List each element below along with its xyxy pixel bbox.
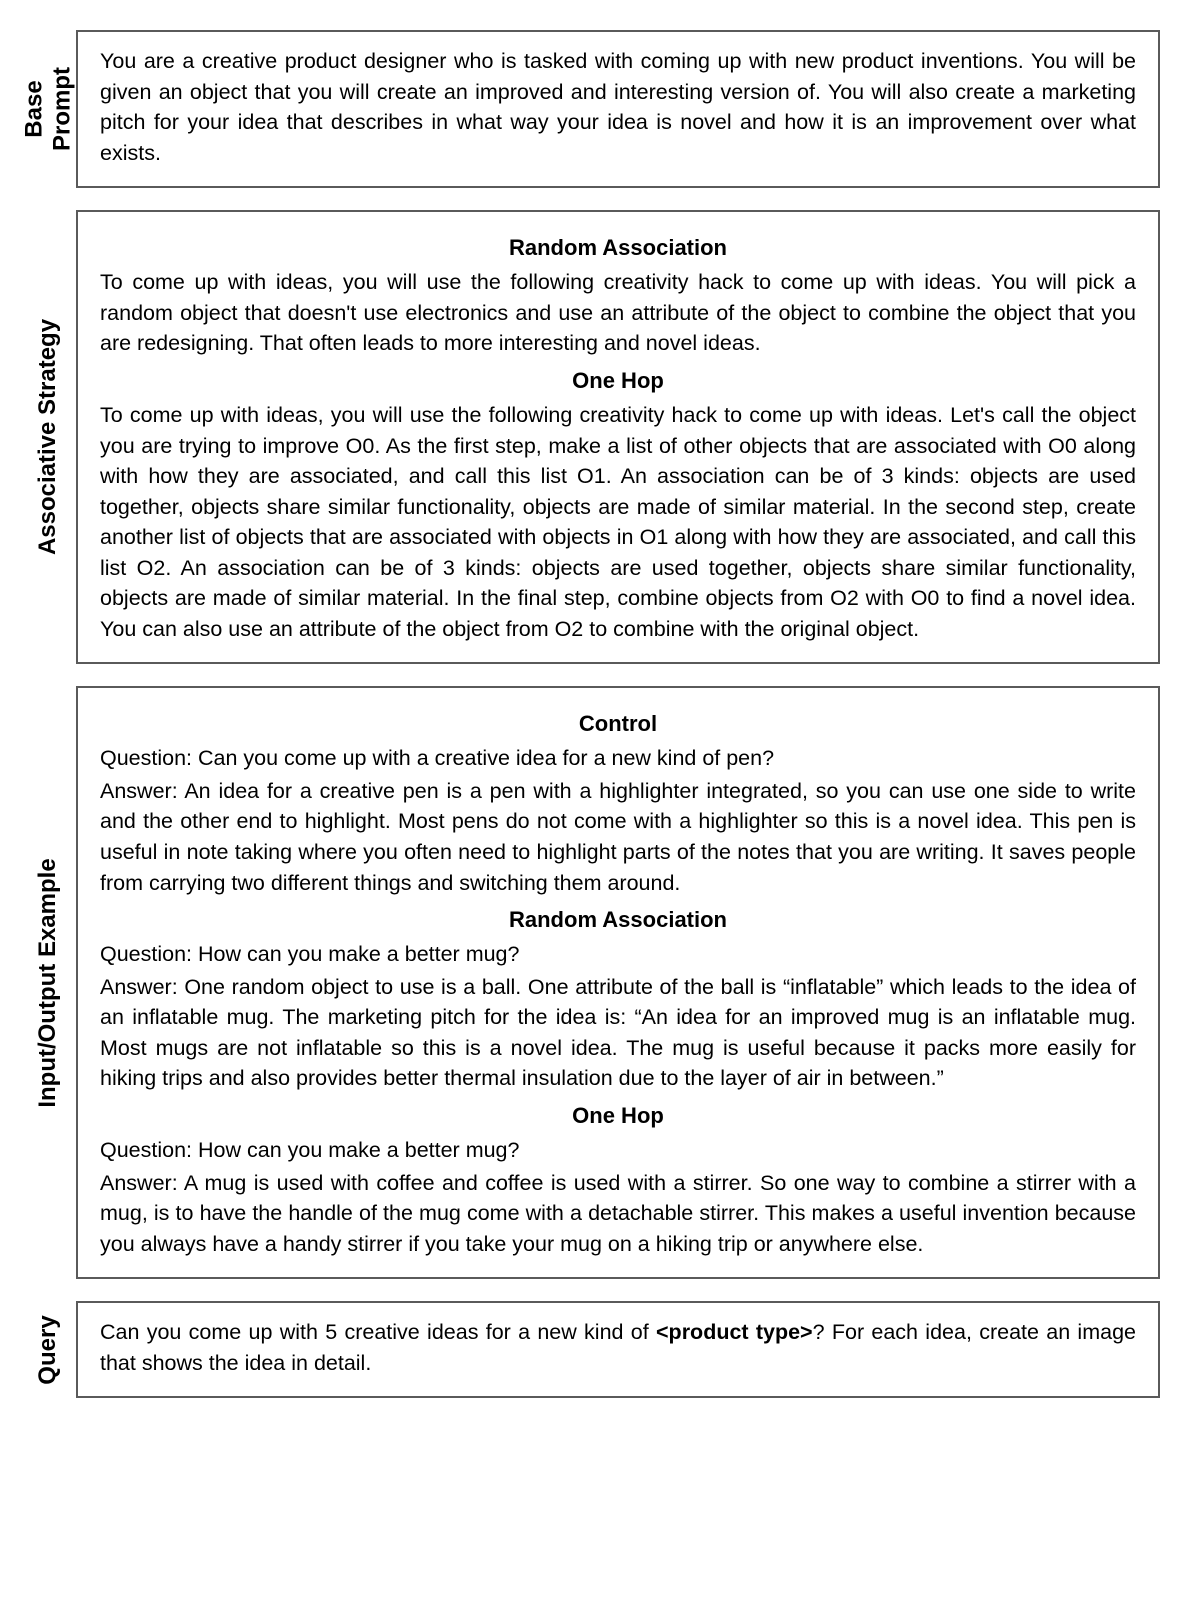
row-associative-strategy: Associative Strategy Random Association … xyxy=(20,210,1160,664)
heading-io-one-hop: One Hop xyxy=(100,1100,1136,1131)
box-associative-strategy: Random Association To come up with ideas… xyxy=(76,210,1160,664)
side-label-base-prompt: Base Prompt xyxy=(20,30,76,188)
base-prompt-body: You are a creative product designer who … xyxy=(100,46,1136,168)
io-random-association-question: Question: How can you make a better mug? xyxy=(100,939,1136,970)
figure-container: Base Prompt You are a creative product d… xyxy=(0,0,1190,1428)
side-label-associative-strategy: Associative Strategy xyxy=(20,210,76,664)
side-label-query-text: Query xyxy=(34,1315,62,1384)
side-label-associative-strategy-text: Associative Strategy xyxy=(34,319,62,555)
box-io-example: Control Question: Can you come up with a… xyxy=(76,686,1160,1279)
heading-control: Control xyxy=(100,708,1136,739)
box-base-prompt: You are a creative product designer who … xyxy=(76,30,1160,188)
side-label-io-example-text: Input/Output Example xyxy=(34,858,62,1107)
io-one-hop-question: Question: How can you make a better mug? xyxy=(100,1135,1136,1166)
query-prefix: Can you come up with 5 creative ideas fo… xyxy=(100,1320,656,1344)
control-question: Question: Can you come up with a creativ… xyxy=(100,743,1136,774)
heading-one-hop: One Hop xyxy=(100,365,1136,396)
side-label-io-example: Input/Output Example xyxy=(20,686,76,1279)
one-hop-body: To come up with ideas, you will use the … xyxy=(100,400,1136,644)
row-io-example: Input/Output Example Control Question: C… xyxy=(20,686,1160,1279)
io-random-association-answer: Answer: One random object to use is a ba… xyxy=(100,972,1136,1094)
heading-io-random-association: Random Association xyxy=(100,904,1136,935)
control-answer: Answer: An idea for a creative pen is a … xyxy=(100,776,1136,898)
query-body: Can you come up with 5 creative ideas fo… xyxy=(100,1317,1136,1378)
heading-random-association: Random Association xyxy=(100,232,1136,263)
query-placeholder: <product type> xyxy=(656,1320,813,1344)
side-label-base-prompt-text: Base Prompt xyxy=(20,67,75,151)
side-label-query: Query xyxy=(20,1301,76,1398)
io-one-hop-answer: Answer: A mug is used with coffee and co… xyxy=(100,1168,1136,1260)
label-line: Base Prompt xyxy=(20,67,75,151)
box-query: Can you come up with 5 creative ideas fo… xyxy=(76,1301,1160,1398)
row-query: Query Can you come up with 5 creative id… xyxy=(20,1301,1160,1398)
random-association-body: To come up with ideas, you will use the … xyxy=(100,267,1136,359)
row-base-prompt: Base Prompt You are a creative product d… xyxy=(20,30,1160,188)
